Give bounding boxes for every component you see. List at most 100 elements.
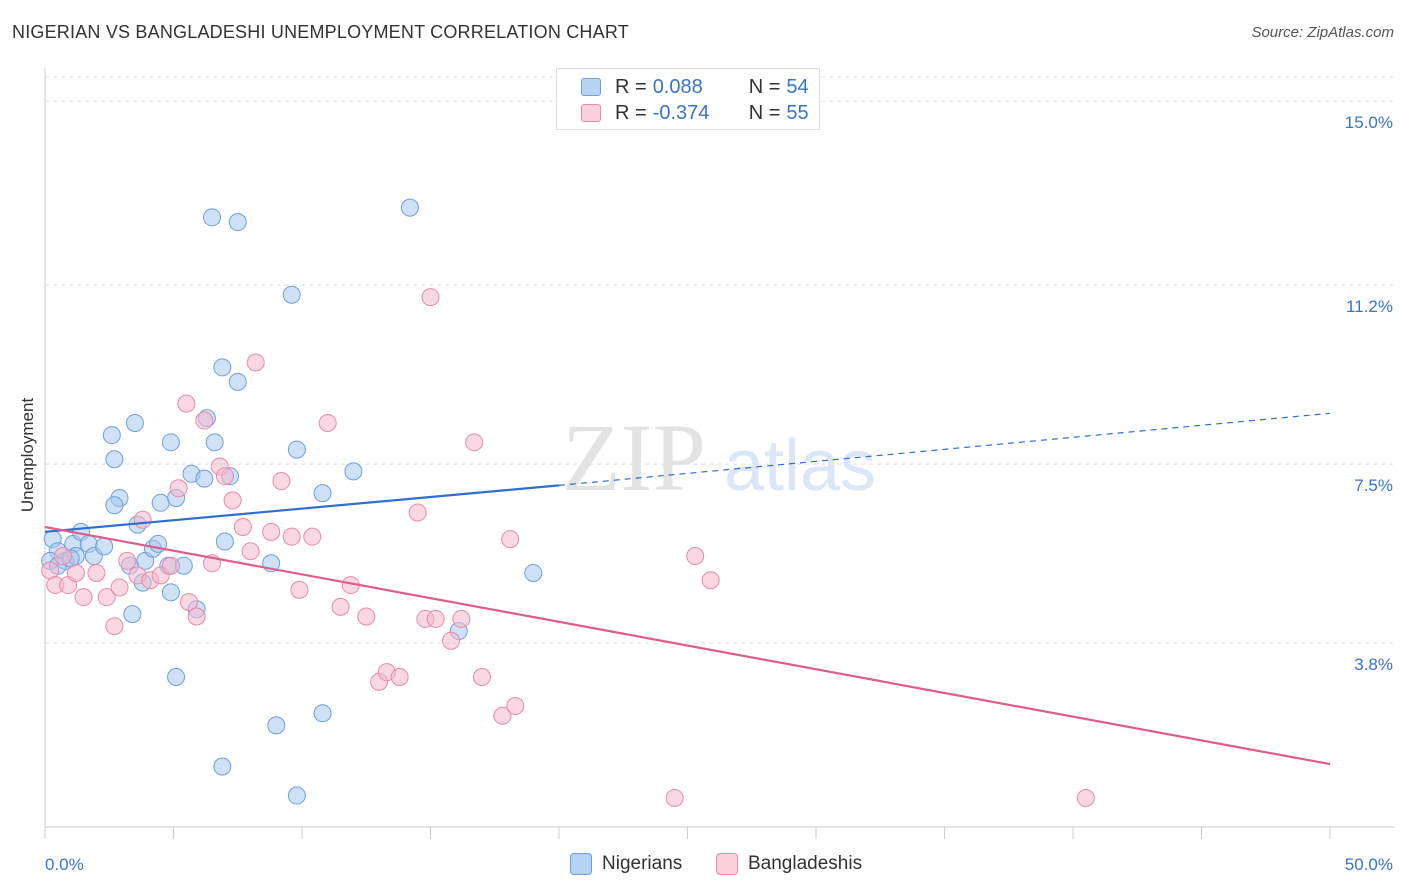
source-label: Source: ZipAtlas.com xyxy=(1251,24,1394,41)
point-nigerians xyxy=(228,372,247,391)
point-bangladeshis xyxy=(133,510,152,529)
point-bangladeshis xyxy=(187,607,206,626)
legend-swatch-nigerians xyxy=(570,853,592,875)
point-nigerians xyxy=(161,583,180,602)
point-bangladeshis xyxy=(1076,788,1095,807)
point-bangladeshis xyxy=(357,607,376,626)
point-bangladeshis xyxy=(262,522,281,541)
point-bangladeshis xyxy=(465,433,484,452)
axes xyxy=(44,68,1395,839)
legend-swatch-bangladeshis xyxy=(716,853,738,875)
point-bangladeshis xyxy=(665,788,684,807)
legend-label-nigerians: Nigerians xyxy=(602,853,683,874)
point-nigerians xyxy=(167,668,186,686)
legend-stats: R = 0.088 N = 54 R = -0.374 N = 55 xyxy=(556,68,820,130)
legend-n-value: 54 xyxy=(786,75,809,98)
point-bangladeshis xyxy=(472,668,491,686)
watermark-zip: ZIP xyxy=(562,404,706,511)
legend-swatch-nigerians xyxy=(581,78,601,96)
legend-n-label: N = xyxy=(748,101,781,124)
point-nigerians xyxy=(161,433,180,452)
point-nigerians xyxy=(125,413,144,432)
point-bangladeshis xyxy=(290,580,309,599)
point-bangladeshis xyxy=(282,527,301,546)
point-bangladeshis xyxy=(272,472,291,491)
legend-r-label: R = xyxy=(615,75,647,98)
y-tick-label: 15.0% xyxy=(1345,113,1393,132)
point-nigerians xyxy=(105,496,124,515)
point-bangladeshis xyxy=(426,609,445,628)
point-bangladeshis xyxy=(701,571,720,590)
point-bangladeshis xyxy=(390,668,409,686)
point-nigerians xyxy=(287,440,306,459)
point-bangladeshis xyxy=(686,547,705,566)
point-nigerians xyxy=(203,208,222,227)
point-bangladeshis xyxy=(66,563,85,582)
point-bangladeshis xyxy=(118,551,137,570)
point-bangladeshis xyxy=(506,697,525,716)
legend-row-bangladeshis: R = -0.374 N = 55 xyxy=(581,101,809,125)
point-nigerians xyxy=(151,493,170,512)
point-bangladeshis xyxy=(179,593,198,611)
point-nigerians xyxy=(267,716,286,735)
x-tick-label: 0.0% xyxy=(45,855,84,874)
point-nigerians xyxy=(102,426,121,445)
point-bangladeshis xyxy=(169,479,188,498)
legend-item-bangladeshis: Bangladeshis xyxy=(716,850,862,878)
point-bangladeshis xyxy=(318,413,337,432)
point-bangladeshis xyxy=(421,288,440,307)
point-bangladeshis xyxy=(246,353,265,372)
tick-labels: 3.8% 7.5% 11.2% 15.0% 0.0% 50.0% xyxy=(45,113,1393,874)
point-bangladeshis xyxy=(110,578,129,597)
point-nigerians xyxy=(344,462,363,481)
point-nigerians xyxy=(105,450,124,469)
point-nigerians xyxy=(287,786,306,805)
trend-line-bangladeshis xyxy=(44,525,1331,766)
point-nigerians xyxy=(195,469,214,488)
point-bangladeshis xyxy=(177,394,196,413)
point-bangladeshis xyxy=(195,411,214,430)
point-bangladeshis xyxy=(233,518,252,536)
legend-row-nigerians: R = 0.088 N = 54 xyxy=(581,75,809,99)
point-bangladeshis xyxy=(74,588,93,607)
point-nigerians xyxy=(524,563,543,582)
legend-r-value: 0.088 xyxy=(652,75,703,98)
y-tick-label: 11.2% xyxy=(1346,297,1393,316)
legend-label-bangladeshis: Bangladeshis xyxy=(748,853,863,874)
point-bangladeshis xyxy=(53,547,72,566)
point-bangladeshis xyxy=(241,542,260,561)
y-tick-label: 3.8% xyxy=(1354,655,1393,674)
legend-r-label: R = xyxy=(615,101,647,124)
point-nigerians xyxy=(95,537,114,556)
point-bangladeshis xyxy=(442,631,461,650)
legend-n-value: 55 xyxy=(786,101,809,124)
point-nigerians xyxy=(282,285,301,304)
trend-line-nigerians xyxy=(44,484,560,533)
point-nigerians xyxy=(213,358,232,377)
y-tick-label: 7.5% xyxy=(1354,476,1393,495)
point-bangladeshis xyxy=(331,597,350,616)
data-points xyxy=(41,198,1095,807)
point-bangladeshis xyxy=(215,467,234,486)
point-nigerians xyxy=(123,605,142,624)
point-bangladeshis xyxy=(408,503,427,522)
x-tick-label: 50.0% xyxy=(1345,855,1393,874)
point-bangladeshis xyxy=(493,706,512,725)
point-nigerians xyxy=(313,704,332,723)
chart-title: NIGERIAN VS BANGLADESHI UNEMPLOYMENT COR… xyxy=(12,22,629,42)
point-bangladeshis xyxy=(161,556,180,575)
point-nigerians xyxy=(400,198,419,217)
watermark-atlas: atlas xyxy=(724,426,876,506)
legend-swatch-bangladeshis xyxy=(581,104,601,122)
point-bangladeshis xyxy=(501,530,520,549)
trend-lines xyxy=(44,412,1331,766)
legend-item-nigerians: Nigerians xyxy=(570,850,682,878)
trend-line-nigerians-extension xyxy=(558,412,1331,486)
point-bangladeshis xyxy=(97,588,116,607)
point-nigerians xyxy=(228,213,247,232)
legend-n-label: N = xyxy=(748,75,781,98)
point-bangladeshis xyxy=(87,563,106,582)
point-nigerians xyxy=(205,433,224,452)
point-nigerians xyxy=(215,532,234,551)
